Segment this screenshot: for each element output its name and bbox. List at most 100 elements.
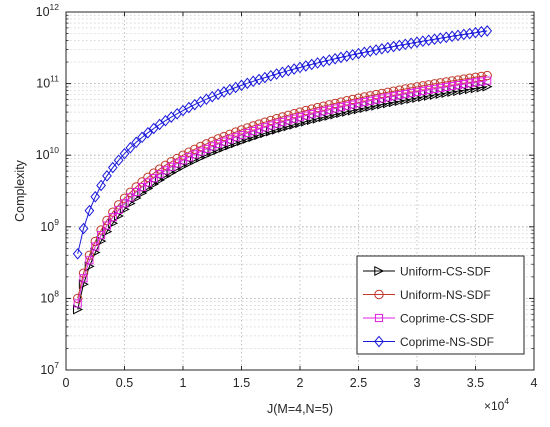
legend-marker xyxy=(374,313,384,323)
data-point xyxy=(102,221,112,230)
data-point xyxy=(172,153,182,164)
data-point xyxy=(131,136,142,149)
data-point xyxy=(377,94,386,103)
data-point xyxy=(424,85,433,94)
x-tick-label: 3 xyxy=(414,376,421,390)
data-point xyxy=(401,89,410,99)
data-point xyxy=(306,58,317,71)
x-tick-label: 1.5 xyxy=(233,376,250,390)
data-point xyxy=(412,87,422,96)
data-point xyxy=(307,110,316,119)
data-point xyxy=(336,51,346,64)
x-tick-label: 0 xyxy=(63,376,70,390)
data-point xyxy=(96,179,106,192)
x-tick-label: 4 xyxy=(531,376,538,390)
data-point xyxy=(107,161,118,174)
y-tick-label: 1010 xyxy=(36,145,60,162)
data-point xyxy=(395,91,404,100)
data-point xyxy=(266,121,275,130)
legend-label: Uniform-NS-SDF xyxy=(400,288,491,302)
data-point xyxy=(318,55,329,68)
data-point xyxy=(447,76,457,86)
data-point xyxy=(483,76,492,85)
data-point xyxy=(284,116,293,125)
data-point xyxy=(389,92,398,101)
data-point xyxy=(448,81,457,91)
data-point xyxy=(436,83,445,92)
data-point xyxy=(366,96,375,105)
data-point xyxy=(371,44,381,56)
data-point xyxy=(365,45,376,57)
data-point xyxy=(354,99,363,108)
data-point xyxy=(113,154,124,167)
data-point xyxy=(383,93,392,102)
legend: Uniform-CS-SDF Uniform-NS-SDF Coprime-CS-S… xyxy=(356,255,525,355)
data-point xyxy=(207,136,217,147)
data-point xyxy=(272,119,281,128)
series-coprime-cs-sdf xyxy=(73,76,492,308)
data-point xyxy=(248,75,259,88)
data-point xyxy=(125,187,136,198)
data-point xyxy=(137,131,147,144)
data-point xyxy=(137,177,147,187)
x-tick-label: 1 xyxy=(180,376,187,390)
data-point xyxy=(132,187,141,197)
data-point xyxy=(441,77,451,87)
data-point xyxy=(178,156,188,165)
data-point xyxy=(283,64,294,77)
data-point xyxy=(295,61,305,74)
data-point xyxy=(482,70,492,81)
data-point xyxy=(459,74,469,84)
data-point xyxy=(225,129,235,139)
data-point xyxy=(295,113,305,122)
y-tick-label: 1012 xyxy=(36,2,60,19)
data-point xyxy=(236,125,247,135)
legend-marker xyxy=(374,265,385,277)
data-point xyxy=(90,190,101,203)
data-point xyxy=(143,178,152,187)
data-point xyxy=(143,126,153,139)
data-point xyxy=(249,126,258,136)
data-point xyxy=(471,78,480,87)
data-point xyxy=(196,147,205,156)
data-point xyxy=(137,182,147,192)
data-point xyxy=(214,139,223,149)
data-point xyxy=(289,63,300,75)
data-point xyxy=(219,131,229,142)
legend-box xyxy=(356,255,525,355)
series-coprime-ns-sdf xyxy=(72,25,493,260)
data-point xyxy=(114,205,123,214)
data-point xyxy=(477,77,486,86)
data-point xyxy=(195,141,206,152)
data-point xyxy=(125,141,136,154)
data-point xyxy=(190,144,200,154)
x-scale-power: 4 xyxy=(504,396,509,406)
data-point xyxy=(278,117,287,127)
data-point xyxy=(119,147,130,160)
data-point xyxy=(331,104,340,113)
data-point xyxy=(271,68,282,80)
data-point xyxy=(184,153,193,162)
data-point xyxy=(435,78,446,88)
data-point xyxy=(91,242,100,251)
data-point xyxy=(230,81,241,94)
data-point xyxy=(126,193,135,202)
data-point xyxy=(108,213,117,222)
data-point xyxy=(184,147,194,157)
data-point xyxy=(336,103,346,112)
data-point xyxy=(464,73,475,83)
data-point xyxy=(371,95,381,104)
data-point xyxy=(72,247,83,260)
data-point xyxy=(300,60,311,72)
data-point xyxy=(208,142,217,151)
data-point xyxy=(476,71,487,82)
data-point xyxy=(178,150,188,160)
data-point xyxy=(85,256,94,265)
data-point xyxy=(73,299,82,308)
data-point xyxy=(260,123,269,132)
data-point xyxy=(236,79,247,92)
data-point xyxy=(131,182,141,192)
data-point xyxy=(190,150,199,159)
data-point xyxy=(213,134,223,144)
